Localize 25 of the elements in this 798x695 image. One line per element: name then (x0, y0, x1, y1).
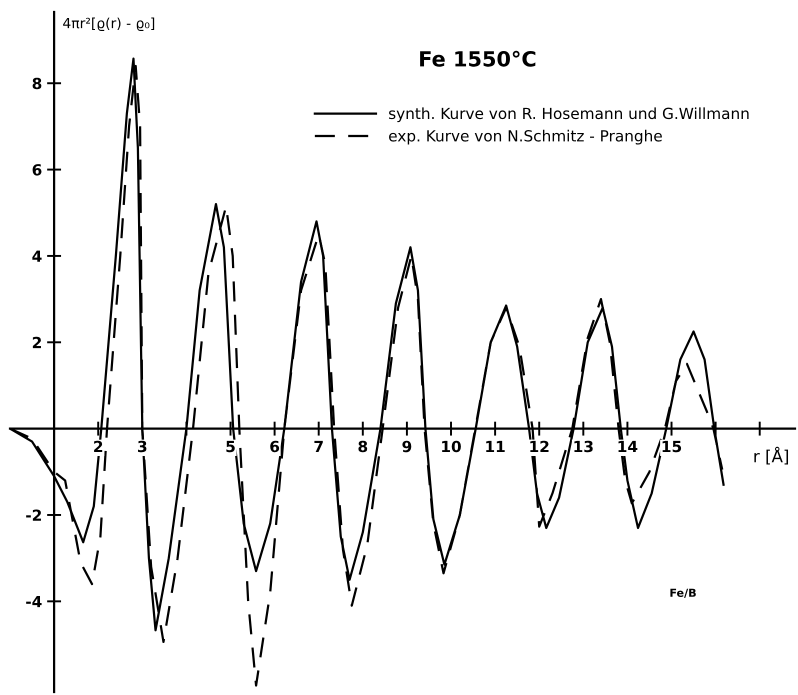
y-tick-label: -2 (26, 509, 41, 521)
x-tick-label: 14 (618, 440, 638, 452)
text: Fe 1550°C (420, 50, 536, 67)
legend-label: synth. Kurve von R. Hosemann und G.Willmann (389, 107, 749, 122)
x-tick-label: 5 (226, 440, 235, 452)
y-tick-label: -4 (26, 596, 42, 608)
legend-label: exp. Kurve von N.Schmitz - Pranghe (389, 130, 662, 145)
x-tick-label: 12 (530, 440, 549, 452)
annotation: Fe/B (670, 588, 696, 598)
x-axis-title: r [Å] (754, 446, 788, 464)
x-tick-label: 10 (442, 440, 461, 452)
x-tick-label: 13 (574, 440, 593, 452)
y-tick-label: 2 (32, 336, 41, 348)
x-tick-label: 15 (662, 440, 682, 452)
y-axis-title: 4πr²[ϱ(r) - ϱ₀] (63, 18, 154, 31)
y-tick-label: 4 (32, 250, 42, 262)
x-tick-label: 2 (94, 440, 102, 452)
x-tick-label: 3 (138, 440, 146, 452)
y-tick-label: 8 (32, 78, 42, 90)
x-tick-label: 6 (270, 440, 280, 452)
x-tick-label: 7 (314, 440, 323, 452)
y-tick-label: 6 (32, 164, 42, 176)
x-tick-label: 11 (486, 440, 505, 452)
x-tick-label: 8 (358, 440, 368, 452)
x-tick-label: 9 (402, 440, 412, 452)
